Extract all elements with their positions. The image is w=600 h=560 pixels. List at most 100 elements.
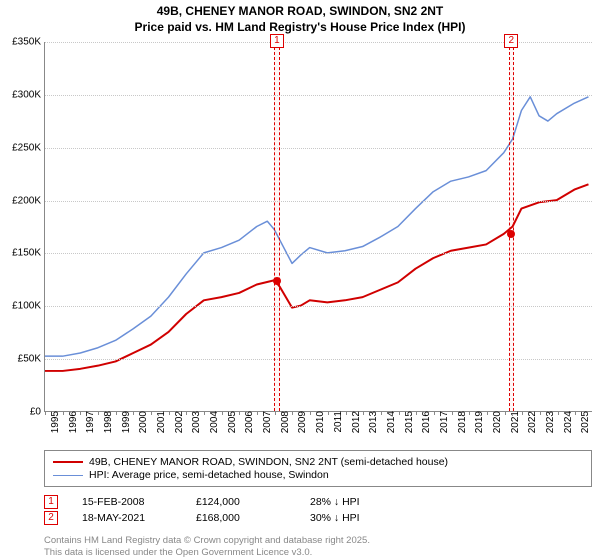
legend-label: 49B, CHENEY MANOR ROAD, SWINDON, SN2 2NT…	[89, 456, 448, 468]
y-axis-label: £300K	[12, 89, 45, 100]
marker-band	[274, 42, 279, 411]
footer-line-2: This data is licensed under the Open Gov…	[44, 547, 370, 558]
x-tick	[292, 411, 293, 415]
x-tick	[434, 411, 435, 415]
x-axis-label: 2024	[561, 411, 574, 433]
y-axis-label: £50K	[18, 354, 45, 365]
x-tick	[469, 411, 470, 415]
annotation-number: 2	[44, 511, 58, 525]
x-axis-label: 2018	[455, 411, 468, 433]
annotation-price: £168,000	[196, 512, 286, 524]
x-tick	[452, 411, 453, 415]
footer-text: Contains HM Land Registry data © Crown c…	[44, 535, 370, 558]
x-axis-label: 1996	[66, 411, 79, 433]
x-tick	[63, 411, 64, 415]
legend-swatch	[53, 461, 83, 463]
x-tick	[363, 411, 364, 415]
title-line-1: 49B, CHENEY MANOR ROAD, SWINDON, SN2 2NT	[0, 4, 600, 20]
marker-dot	[273, 277, 281, 285]
x-tick	[98, 411, 99, 415]
annotation-delta: 28% ↓ HPI	[310, 496, 400, 508]
x-tick	[222, 411, 223, 415]
x-axis-label: 2004	[207, 411, 220, 433]
annotation-price: £124,000	[196, 496, 286, 508]
x-tick	[116, 411, 117, 415]
x-tick	[328, 411, 329, 415]
y-axis-label: £0	[30, 407, 45, 418]
x-axis-label: 2017	[437, 411, 450, 433]
x-axis-label: 2023	[543, 411, 556, 433]
x-tick	[505, 411, 506, 415]
x-tick	[575, 411, 576, 415]
x-tick	[151, 411, 152, 415]
plot-area: £0£50K£100K£150K£200K£250K£300K£350K1995…	[44, 42, 592, 412]
x-axis-label: 2006	[242, 411, 255, 433]
x-axis-label: 2009	[295, 411, 308, 433]
x-tick	[399, 411, 400, 415]
legend: 49B, CHENEY MANOR ROAD, SWINDON, SN2 2NT…	[44, 450, 592, 487]
annotation-row: 1 15-FEB-2008 £124,000 28% ↓ HPI	[44, 495, 592, 509]
x-tick	[416, 411, 417, 415]
x-axis-label: 2008	[278, 411, 291, 433]
y-axis-label: £200K	[12, 195, 45, 206]
marker-band	[509, 42, 514, 411]
x-axis-label: 2015	[402, 411, 415, 433]
annotation-table: 1 15-FEB-2008 £124,000 28% ↓ HPI 2 18-MAY-202…	[44, 493, 592, 527]
annotation-delta: 30% ↓ HPI	[310, 512, 400, 524]
x-axis-label: 2000	[136, 411, 149, 433]
annotation-row: 2 18-MAY-2021 £168,000 30% ↓ HPI	[44, 511, 592, 525]
x-tick	[239, 411, 240, 415]
x-tick	[522, 411, 523, 415]
marker-number-box: 1	[270, 34, 284, 48]
x-axis-label: 1998	[101, 411, 114, 433]
chart-container: 49B, CHENEY MANOR ROAD, SWINDON, SN2 2NT…	[0, 0, 600, 560]
legend-item: HPI: Average price, semi-detached house,…	[53, 469, 583, 481]
y-axis-label: £250K	[12, 142, 45, 153]
annotation-date: 18-MAY-2021	[82, 512, 172, 524]
x-tick	[169, 411, 170, 415]
x-axis-label: 2007	[260, 411, 273, 433]
x-axis-label: 2013	[366, 411, 379, 433]
x-tick	[540, 411, 541, 415]
x-tick	[204, 411, 205, 415]
x-tick	[186, 411, 187, 415]
x-axis-label: 1995	[48, 411, 61, 433]
marker-number-box: 2	[504, 34, 518, 48]
x-axis-label: 2010	[313, 411, 326, 433]
x-axis-label: 2005	[225, 411, 238, 433]
x-axis-label: 2025	[578, 411, 591, 433]
x-tick	[275, 411, 276, 415]
x-tick	[487, 411, 488, 415]
x-axis-label: 2021	[508, 411, 521, 433]
x-axis-label: 2020	[490, 411, 503, 433]
marker-dot	[507, 230, 515, 238]
x-tick	[80, 411, 81, 415]
x-axis-label: 2016	[419, 411, 432, 433]
x-axis-label: 2019	[472, 411, 485, 433]
title-line-2: Price paid vs. HM Land Registry's House …	[0, 20, 600, 36]
x-axis-label: 2011	[331, 411, 344, 433]
annotation-number: 1	[44, 495, 58, 509]
x-axis-label: 2001	[154, 411, 167, 433]
x-tick	[310, 411, 311, 415]
x-axis-label: 2002	[172, 411, 185, 433]
y-axis-label: £100K	[12, 301, 45, 312]
x-tick	[558, 411, 559, 415]
footer-line-1: Contains HM Land Registry data © Crown c…	[44, 535, 370, 546]
y-axis-label: £350K	[12, 37, 45, 48]
x-tick	[45, 411, 46, 415]
x-tick	[257, 411, 258, 415]
x-axis-label: 2012	[349, 411, 362, 433]
x-axis-label: 1999	[119, 411, 132, 433]
x-tick	[346, 411, 347, 415]
x-tick	[381, 411, 382, 415]
hpi-line	[45, 97, 588, 356]
legend-label: HPI: Average price, semi-detached house,…	[89, 469, 329, 481]
x-axis-label: 2003	[189, 411, 202, 433]
chart-title: 49B, CHENEY MANOR ROAD, SWINDON, SN2 2NT…	[0, 0, 600, 35]
x-axis-label: 2014	[384, 411, 397, 433]
annotation-date: 15-FEB-2008	[82, 496, 172, 508]
x-tick	[133, 411, 134, 415]
y-axis-label: £150K	[12, 248, 45, 259]
x-axis-label: 2022	[525, 411, 538, 433]
